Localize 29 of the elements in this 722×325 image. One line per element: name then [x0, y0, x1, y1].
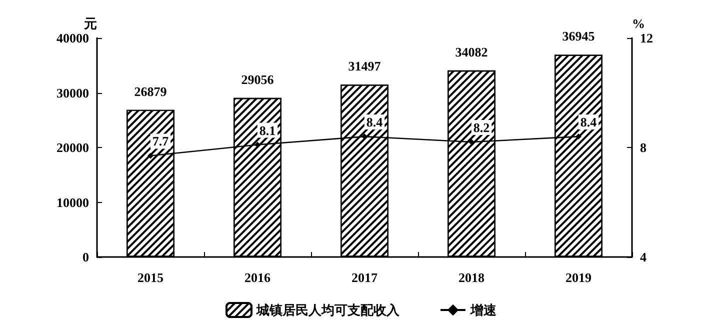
y2-tick-label: 12: [640, 30, 653, 46]
data-label: 8.1: [259, 122, 276, 138]
data-label: 8.4: [366, 114, 384, 130]
data-label: 34082: [455, 44, 488, 60]
y-tick-label: 10000: [56, 194, 89, 210]
y2-tick-label: 8: [640, 140, 647, 155]
y-tick-label: 30000: [56, 85, 89, 100]
x-tick-label: 2015: [138, 270, 164, 285]
y-tick-label: 40000: [56, 30, 89, 46]
legend-label: 增速: [470, 302, 498, 318]
x-tick-label: 2019: [566, 270, 592, 285]
y-tick-label: 20000: [56, 140, 89, 155]
data-label: 7.7: [152, 134, 170, 149]
data-label: 8.2: [473, 120, 490, 136]
data-label: 31497: [348, 58, 382, 74]
x-tick-label: 2016: [244, 270, 271, 285]
data-label: 29056: [241, 72, 274, 87]
data-label: 36945: [562, 28, 596, 44]
point: [576, 134, 582, 140]
data-label: 8.4: [580, 114, 598, 130]
data-label: 26879: [134, 84, 168, 99]
y-axis-title: 元: [83, 16, 97, 31]
y-tick-label: 0: [82, 250, 89, 264]
x-tick-label: 2018: [458, 270, 485, 285]
point: [148, 152, 154, 159]
y2-tick-label: 4: [640, 250, 647, 264]
x-tick-label: 2017: [352, 270, 378, 285]
legend-label: 城镇居民人均可支配收入: [256, 302, 400, 318]
y2-axis-title: %: [632, 16, 645, 31]
